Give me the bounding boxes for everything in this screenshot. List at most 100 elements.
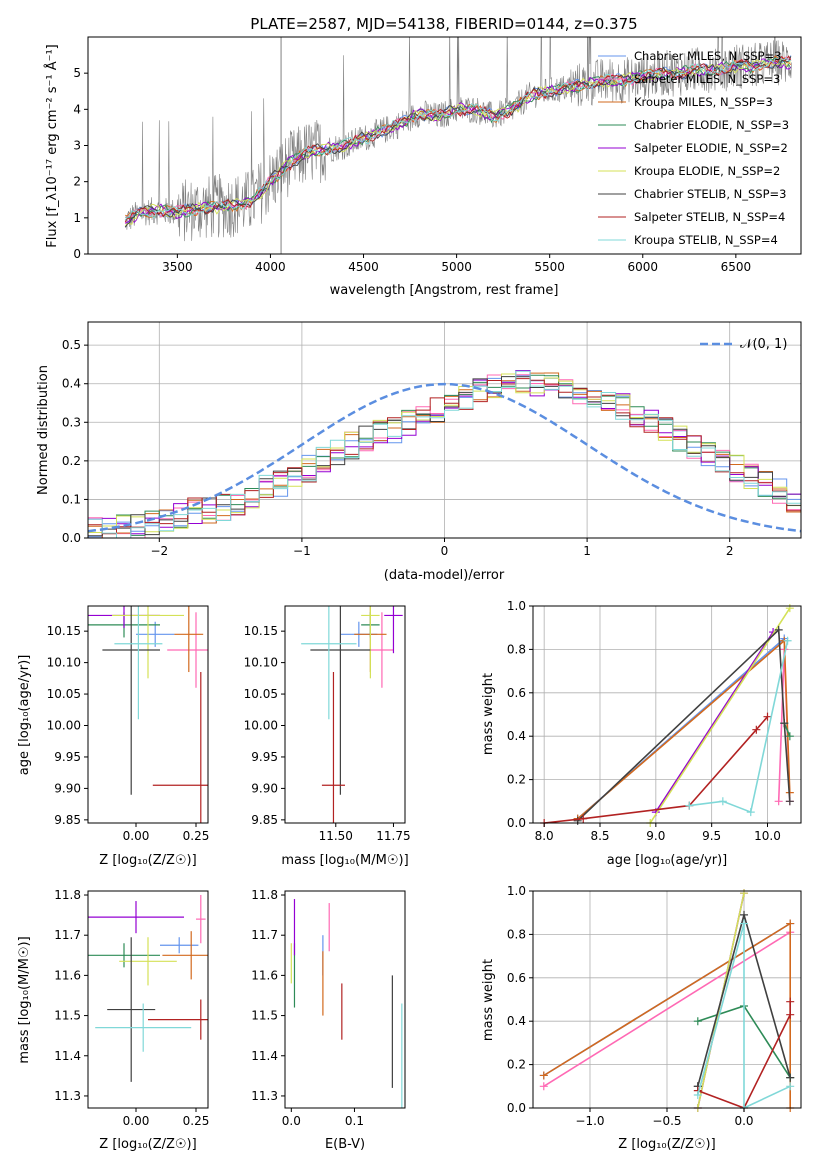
y-tick-label: 0.2 — [507, 773, 526, 787]
weight-marker — [740, 910, 749, 919]
y-tick-label: 0.6 — [507, 971, 526, 985]
residual-histogram-step — [88, 378, 801, 538]
weight-marker — [746, 808, 755, 817]
legend-label: Kroupa MILES, N_SSP=3 — [634, 95, 773, 109]
weight-vs-age-y-ticks: 0.0 0.2 0.4 0.6 0.8 1.0 — [507, 599, 533, 830]
weight-marker — [783, 636, 792, 645]
x-tick-label: 6500 — [721, 260, 752, 274]
weight-marker — [785, 797, 794, 806]
y-tick-label: 11.3 — [251, 1089, 278, 1103]
y-tick-label: 11.8 — [54, 888, 81, 902]
residual-x-axis-label: (data-model)/error — [384, 568, 505, 583]
weight-vs-metallicity-x-ticks: −1.0 −0.5 0.0 — [575, 1108, 754, 1128]
x-tick-label: 3500 — [162, 260, 193, 274]
x-tick-label: 0.1 — [345, 1114, 364, 1128]
age-vs-mass-frame — [284, 605, 406, 824]
x-tick-label: 6000 — [627, 260, 658, 274]
y-tick-label: 0.2 — [62, 454, 81, 468]
weight-marker — [785, 604, 794, 613]
model-line-8 — [124, 56, 792, 221]
y-tick-label: 0.4 — [507, 1014, 526, 1028]
residual-y-axis-label: Normed distribution — [36, 365, 51, 495]
weight-marker — [774, 797, 783, 806]
x-tick-label: 11.50 — [319, 829, 353, 843]
x-tick-label: 5500 — [534, 260, 565, 274]
x-tick-label: 0.25 — [183, 1114, 210, 1128]
y-tick-label: 11.6 — [54, 968, 81, 982]
y-tick-label: 0.4 — [62, 377, 81, 391]
x-tick-label: 2 — [726, 544, 734, 558]
weight-vs-age-grid — [533, 606, 801, 823]
y-tick-label: 10.05 — [244, 687, 278, 701]
y-tick-label: 11.5 — [54, 1009, 81, 1023]
x-tick-label: −0.5 — [652, 1114, 681, 1128]
mass-vs-extinction-x-label: E(B-V) — [325, 1137, 365, 1152]
y-tick-label: 0.1 — [62, 492, 81, 506]
mass-vs-extinction-x-ticks: 0.0 0.1 — [282, 1108, 364, 1128]
weight-marker — [579, 814, 588, 823]
weight-vs-age-x-ticks: 8.0 8.5 9.0 9.5 10.0 — [535, 823, 781, 843]
y-tick-label: 11.7 — [251, 928, 278, 942]
age-vs-mass-panel: 11.50 11.75 9.85 9.90 9.95 10.00 10.05 10.10 10… — [244, 605, 411, 868]
y-tick-label: 9.95 — [54, 750, 81, 764]
weight-marker — [539, 1082, 548, 1091]
y-tick-label: 9.90 — [251, 781, 278, 795]
x-tick-label: 8.0 — [535, 829, 554, 843]
weight-vs-metallicity-y-ticks: 0.0 0.2 0.4 0.6 0.8 1.0 — [507, 884, 533, 1115]
residual-panel: −2 −1 0 1 2 0.0 0.1 0.2 0.3 0.4 0.5 (data-model)/… — [36, 321, 802, 583]
residual-y-ticks: 0.0 0.1 0.2 0.3 0.4 0.5 — [62, 338, 88, 545]
weight-line-6 — [577, 628, 791, 822]
x-tick-label: −2 — [150, 544, 168, 558]
age-vs-metallicity-panel: 0.00 0.25 9.85 9.90 9.95 10.00 10.05 10.10 10.1… — [17, 605, 210, 868]
spectrum-x-ticks: 3500 4000 4500 5000 5500 6000 6500 — [162, 254, 751, 274]
normal-curve — [88, 382, 801, 533]
weight-line-8 — [697, 923, 791, 1110]
y-tick-label: 1.0 — [507, 884, 526, 898]
age-vs-mass-y-ticks: 9.85 9.90 9.95 10.00 10.05 10.10 10.15 — [244, 624, 285, 827]
model-line-7 — [124, 55, 792, 223]
weight-vs-metallicity-y-label: mass weight — [481, 959, 496, 1041]
legend-label: Chabrier STELIB, N_SSP=3 — [634, 187, 786, 201]
weight-marker — [786, 919, 795, 928]
normal-legend-label: 𝒩(0, 1) — [740, 337, 787, 352]
y-tick-label: 0.0 — [507, 1101, 526, 1115]
weight-line-5 — [649, 607, 791, 824]
y-tick-label: 11.3 — [54, 1089, 81, 1103]
y-tick-label: 0.0 — [62, 531, 81, 545]
x-tick-label: 0.25 — [183, 829, 210, 843]
y-tick-label: 1.0 — [507, 599, 526, 613]
weight-marker — [740, 919, 749, 928]
mass-vs-metallicity-y-label: mass [log₁₀(M/M☉)] — [17, 936, 32, 1063]
mass-vs-extinction-plot — [290, 899, 403, 1108]
x-tick-label: −1.0 — [575, 1114, 604, 1128]
y-tick-label: 2 — [73, 175, 81, 189]
y-tick-label: 0.8 — [507, 642, 526, 656]
y-tick-label: 3 — [73, 139, 81, 153]
y-tick-label: 0.6 — [507, 686, 526, 700]
x-tick-label: 4000 — [255, 260, 286, 274]
y-tick-label: 9.85 — [54, 813, 81, 827]
residual-x-ticks: −2 −1 0 1 2 — [150, 538, 734, 558]
y-tick-label: 11.8 — [251, 888, 278, 902]
y-tick-label: 9.95 — [251, 750, 278, 764]
residual-histogram-step — [88, 370, 801, 538]
x-tick-label: 11.75 — [376, 829, 410, 843]
y-tick-label: 0.8 — [507, 927, 526, 941]
y-tick-label: 0.5 — [62, 338, 81, 352]
age-vs-metallicity-y-ticks: 9.85 9.90 9.95 10.00 10.05 10.10 10.15 — [47, 624, 88, 827]
age-vs-metallicity-x-label: Z [log₁₀(Z/Z☉)] — [99, 853, 196, 868]
weight-vs-metallicity-x-label: Z [log₁₀(Z/Z☉)] — [618, 1137, 715, 1152]
y-tick-label: 10.00 — [244, 719, 278, 733]
legend-label: Salpeter STELIB, N_SSP=4 — [634, 210, 785, 224]
y-tick-label: 9.85 — [251, 813, 278, 827]
model-line-3 — [124, 57, 792, 221]
y-tick-label: 9.90 — [54, 781, 81, 795]
legend-label: Kroupa STELIB, N_SSP=4 — [634, 233, 778, 247]
mass-vs-extinction-frame — [284, 890, 406, 1109]
weight-marker — [539, 1071, 548, 1080]
weight-marker — [693, 1017, 702, 1026]
y-tick-label: 0.4 — [507, 729, 526, 743]
legend-label: Salpeter MILES, N_SSP=3 — [634, 72, 780, 86]
y-tick-label: 11.7 — [54, 928, 81, 942]
